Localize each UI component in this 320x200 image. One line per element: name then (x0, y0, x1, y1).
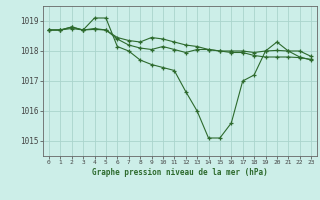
X-axis label: Graphe pression niveau de la mer (hPa): Graphe pression niveau de la mer (hPa) (92, 168, 268, 177)
